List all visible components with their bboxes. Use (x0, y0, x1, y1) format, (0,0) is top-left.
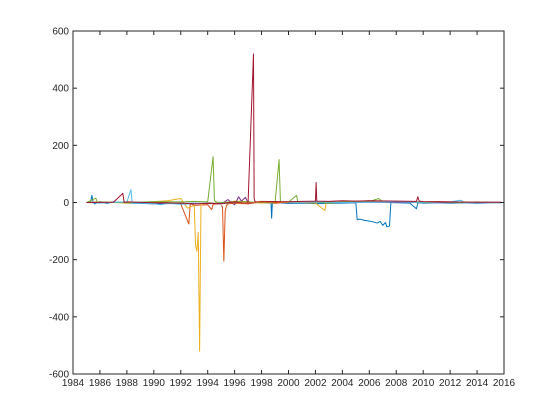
x-tick-label: 2000 (277, 378, 300, 389)
x-tick-label: 2004 (331, 378, 354, 389)
x-tick-label: 2010 (412, 378, 435, 389)
series-line-7 (86, 53, 502, 205)
y-tick-label: -400 (49, 312, 69, 323)
y-tick-label: 400 (52, 84, 69, 95)
x-axis: 1984 1986 1988 1990 1992 1994 1996 1998 2000 2002… (62, 31, 516, 389)
x-tick-label: 1988 (116, 378, 139, 389)
x-tick-label: 2002 (304, 378, 327, 389)
y-tick-label: 200 (52, 141, 69, 152)
x-tick-label: 1992 (170, 378, 193, 389)
series-layer (86, 53, 502, 352)
x-tick-label: 2006 (358, 378, 381, 389)
y-tick-label: 600 (52, 27, 69, 38)
y-tick-label: -200 (49, 255, 69, 266)
y-axis: -600 -400 -200 0 200 400 600 (49, 27, 504, 381)
y-tick-label: -600 (49, 370, 69, 381)
x-tick-label: 1998 (250, 378, 273, 389)
x-tick-label: 1984 (62, 378, 85, 389)
series-line-8 (220, 201, 289, 262)
x-tick-label: 1990 (143, 378, 166, 389)
x-tick-label: 1996 (224, 378, 247, 389)
x-tick-label: 2014 (466, 378, 489, 389)
y-tick-label: 0 (63, 198, 69, 209)
x-tick-label: 2016 (493, 378, 516, 389)
x-tick-label: 2008 (385, 378, 408, 389)
x-tick-label: 1994 (197, 378, 220, 389)
x-tick-label: 2012 (439, 378, 462, 389)
x-tick-label: 1986 (89, 378, 112, 389)
